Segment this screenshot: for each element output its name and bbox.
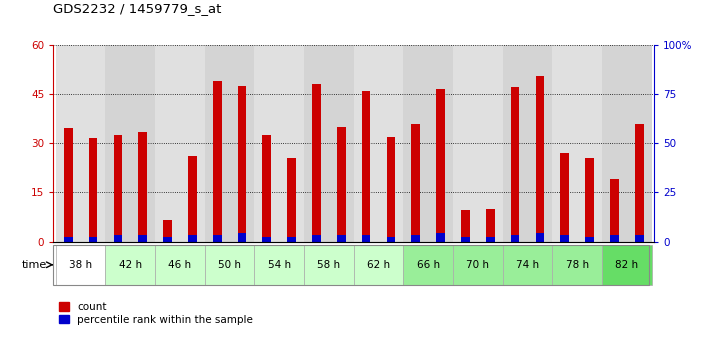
Bar <box>503 245 552 285</box>
Bar <box>304 45 353 241</box>
Bar <box>412 235 420 242</box>
Bar <box>486 237 495 241</box>
Bar <box>55 245 105 285</box>
Bar <box>213 235 222 242</box>
Bar <box>262 135 271 237</box>
Bar <box>304 245 353 285</box>
Text: 70 h: 70 h <box>466 260 489 270</box>
Bar <box>362 91 370 235</box>
Text: 50 h: 50 h <box>218 260 241 270</box>
Bar <box>114 235 122 242</box>
Bar <box>255 245 304 285</box>
Text: 82 h: 82 h <box>615 260 638 270</box>
Bar <box>635 235 643 242</box>
Bar <box>337 235 346 242</box>
Bar <box>237 233 246 242</box>
Bar <box>205 45 255 241</box>
Bar <box>503 45 552 241</box>
Bar <box>353 45 403 241</box>
Bar <box>437 89 445 233</box>
Bar <box>64 237 73 241</box>
Bar <box>560 153 569 235</box>
Bar <box>453 45 503 241</box>
Bar <box>64 128 73 237</box>
Bar <box>262 237 271 241</box>
Bar <box>155 245 205 285</box>
Bar <box>585 237 594 241</box>
Bar <box>387 137 395 237</box>
Bar <box>213 81 222 235</box>
Bar <box>635 124 643 235</box>
Bar <box>114 135 122 235</box>
Bar <box>139 235 147 242</box>
Bar <box>585 158 594 237</box>
Bar <box>237 86 246 233</box>
Bar <box>287 158 296 237</box>
Bar <box>510 235 520 242</box>
Text: 54 h: 54 h <box>267 260 291 270</box>
Bar <box>89 138 97 237</box>
Bar <box>105 45 155 241</box>
Legend: count, percentile rank within the sample: count, percentile rank within the sample <box>58 302 253 325</box>
Bar <box>287 237 296 241</box>
Bar <box>486 209 495 237</box>
Text: 74 h: 74 h <box>516 260 539 270</box>
Bar <box>461 210 470 237</box>
Text: 66 h: 66 h <box>417 260 440 270</box>
Bar <box>602 45 652 241</box>
Bar <box>164 220 172 237</box>
Text: 58 h: 58 h <box>317 260 341 270</box>
Text: time: time <box>22 260 48 270</box>
Bar <box>552 45 602 241</box>
Bar <box>312 235 321 242</box>
Bar <box>403 245 453 285</box>
Bar <box>453 245 503 285</box>
Bar <box>510 88 520 235</box>
Bar <box>164 237 172 241</box>
Bar <box>205 245 255 285</box>
Bar <box>461 237 470 241</box>
Bar <box>610 179 619 235</box>
Bar <box>55 45 105 241</box>
Text: 42 h: 42 h <box>119 260 142 270</box>
Text: 38 h: 38 h <box>69 260 92 270</box>
Bar <box>353 245 403 285</box>
Bar <box>535 233 544 242</box>
Text: 46 h: 46 h <box>169 260 191 270</box>
Bar <box>139 132 147 235</box>
Bar <box>105 245 155 285</box>
Bar <box>602 245 652 285</box>
Text: 78 h: 78 h <box>565 260 589 270</box>
Bar <box>362 235 370 242</box>
Text: GDS2232 / 1459779_s_at: GDS2232 / 1459779_s_at <box>53 2 222 15</box>
Bar <box>403 45 453 241</box>
Bar <box>155 45 205 241</box>
Bar <box>255 45 304 241</box>
Bar <box>89 237 97 241</box>
Text: 62 h: 62 h <box>367 260 390 270</box>
Bar <box>610 235 619 242</box>
Bar <box>188 235 197 242</box>
Bar <box>552 245 602 285</box>
Bar <box>535 76 544 233</box>
Bar <box>412 124 420 235</box>
Bar <box>387 237 395 241</box>
Bar <box>437 233 445 242</box>
Bar <box>312 84 321 235</box>
Bar <box>188 156 197 235</box>
Bar <box>560 235 569 242</box>
Bar <box>337 127 346 235</box>
